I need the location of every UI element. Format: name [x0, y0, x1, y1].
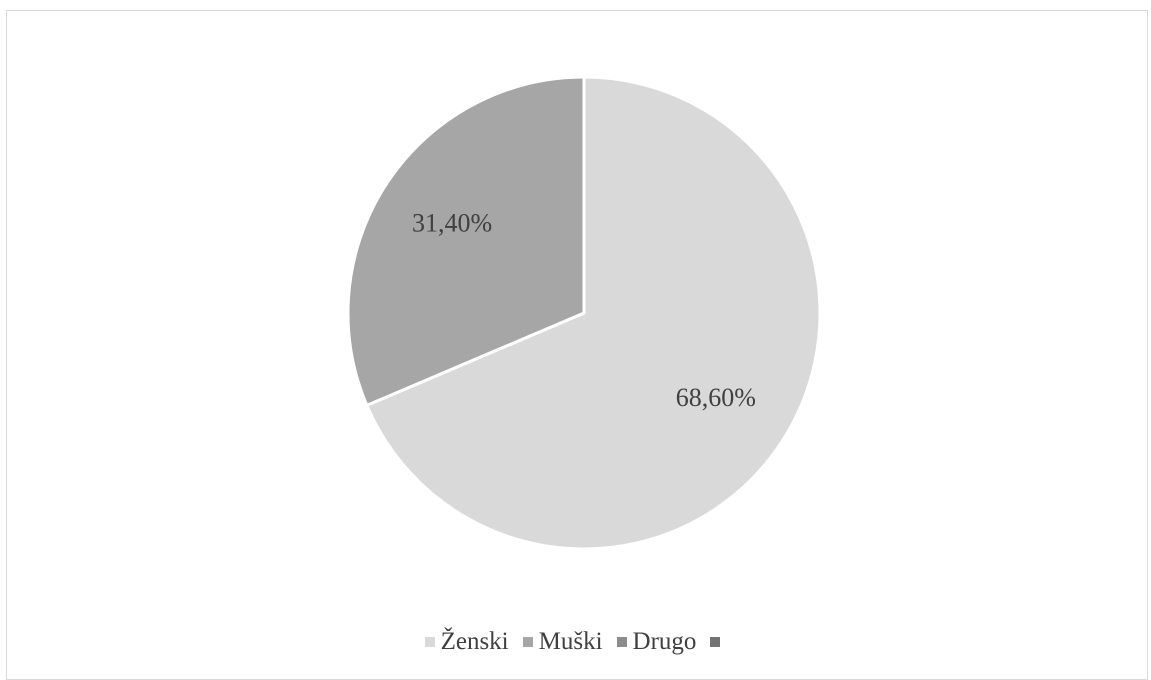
legend-item-1: Muški [522, 628, 603, 656]
chart-legend: Ženski Muški Drugo [0, 628, 1151, 656]
pie-slices [346, 75, 822, 551]
legend-label-0: Ženski [440, 628, 509, 655]
legend-item-2: Drugo [616, 628, 697, 656]
pie-slice-0 [364, 75, 822, 551]
legend-swatch-3 [710, 637, 721, 647]
data-label-0: 68,60% [676, 383, 756, 412]
legend-item-0: Ženski [424, 628, 509, 656]
legend-label-1: Muški [538, 628, 603, 655]
legend-item-3 [710, 637, 726, 647]
legend-swatch-2 [616, 637, 627, 647]
data-label-1: 31,40% [412, 209, 492, 238]
legend-swatch-0 [424, 637, 435, 647]
pie-slice-1 [346, 75, 586, 408]
pie-data-labels: 68,60% 31,40% [412, 209, 756, 412]
legend-label-2: Drugo [632, 628, 697, 655]
legend-swatch-1 [522, 637, 533, 647]
